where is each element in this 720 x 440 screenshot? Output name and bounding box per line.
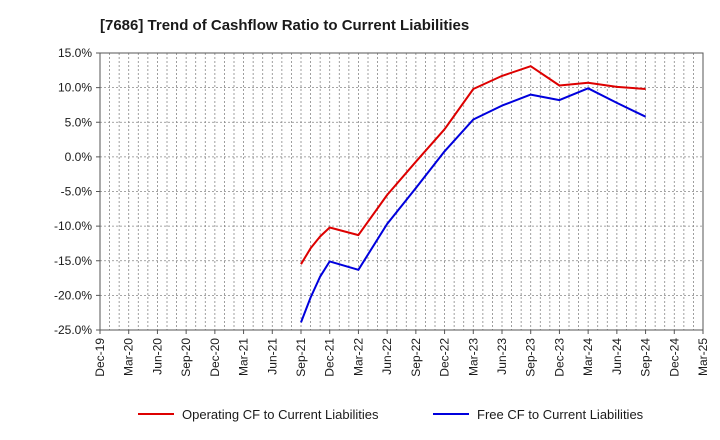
x-tick-label: Sep-23 <box>524 338 538 377</box>
chart-title: [7686] Trend of Cashflow Ratio to Curren… <box>100 17 469 34</box>
x-tick-label: Dec-24 <box>667 338 681 377</box>
y-tick-label: 0.0% <box>65 150 93 164</box>
x-axis: Dec-19 Mar-20 Jun-20 Sep-20 Dec-20 Mar-21 Jun-… <box>93 330 710 377</box>
y-tick-label: -25.0% <box>54 323 92 337</box>
x-tick-label: Mar-23 <box>466 338 480 376</box>
series-lines <box>300 65 647 323</box>
x-tick-label: Dec-21 <box>323 338 337 377</box>
x-tick-label: Jun-23 <box>495 338 509 375</box>
y-tick-label: 10.0% <box>58 81 92 95</box>
series-line-free-cf <box>300 87 647 323</box>
legend-label-operating-cf: Operating CF to Current Liabilities <box>182 407 379 422</box>
x-tick-label: Sep-21 <box>294 338 308 377</box>
x-tick-label: Jun-22 <box>380 338 394 375</box>
x-tick-label: Sep-22 <box>409 338 423 377</box>
x-tick-label: Dec-23 <box>552 338 566 377</box>
series-line-operating-cf <box>300 65 646 265</box>
x-tick-label: Mar-21 <box>237 338 251 376</box>
y-axis: 15.0% 10.0% 5.0% 0.0% -5.0% -10.0% -15.0% -20.0… <box>54 46 100 337</box>
y-tick-label: 15.0% <box>58 46 92 60</box>
x-tick-label: Dec-20 <box>208 338 222 377</box>
grid-lines <box>100 53 703 330</box>
legend-label-free-cf: Free CF to Current Liabilities <box>477 407 644 422</box>
x-tick-label: Dec-19 <box>93 338 107 377</box>
x-tick-label: Sep-24 <box>639 338 653 377</box>
x-tick-label: Mar-24 <box>581 338 595 376</box>
x-tick-label: Mar-20 <box>122 338 136 376</box>
y-tick-label: -15.0% <box>54 254 92 268</box>
legend: Operating CF to Current Liabilities Free… <box>138 407 644 422</box>
y-tick-label: 5.0% <box>65 115 93 129</box>
x-tick-label: Jun-21 <box>265 338 279 375</box>
x-tick-label: Jun-20 <box>150 338 164 375</box>
y-tick-label: -10.0% <box>54 219 92 233</box>
y-tick-label: -20.0% <box>54 288 92 302</box>
x-tick-label: Mar-25 <box>696 338 710 376</box>
x-tick-label: Sep-20 <box>179 338 193 377</box>
y-tick-label: -5.0% <box>61 185 93 199</box>
x-tick-label: Dec-22 <box>438 338 452 377</box>
x-tick-label: Mar-22 <box>351 338 365 376</box>
x-tick-label: Jun-24 <box>610 338 624 375</box>
